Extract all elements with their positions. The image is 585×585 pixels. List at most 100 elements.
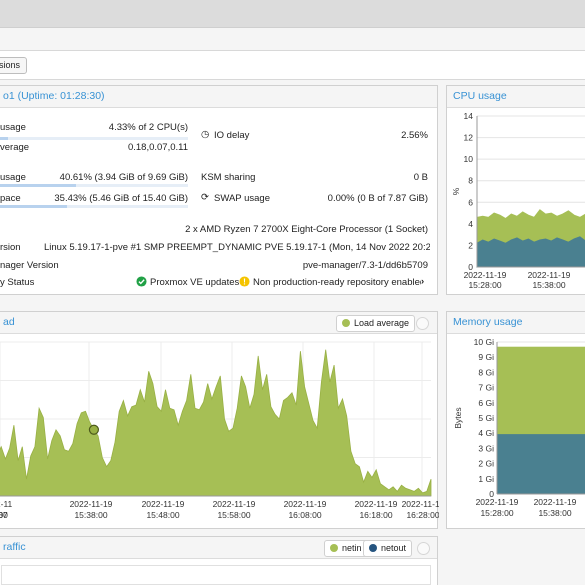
memory-y-tick-label: 7 Gi xyxy=(478,383,494,393)
load-average-legend-label: Load average xyxy=(354,318,410,328)
server-load-title: ad xyxy=(0,312,437,334)
network-traffic-panel: raffic netin netout xyxy=(0,536,438,585)
swap-usage-label: SWAP usage xyxy=(214,193,270,204)
memory-y-tick-label: 4 Gi xyxy=(478,428,494,438)
load-x-tick-time: 16:18:00 xyxy=(359,510,392,520)
server-load-panel: ad Load average :002022-11-1915:38:00202… xyxy=(0,311,439,529)
cpu-x-tick-time: 15:38:00 xyxy=(532,280,565,290)
cpu-x-tick-date: 2022-11-19 xyxy=(528,270,571,280)
netin-legend[interactable]: netin xyxy=(324,540,368,557)
cpu-y-tick-label: 6 xyxy=(468,197,473,207)
updates-status-text: Proxmox VE updates xyxy=(150,277,240,288)
load-average-label: verage xyxy=(0,142,30,153)
memory-y-tick-label: 0 xyxy=(489,489,494,499)
memory-x-tick-date: 2022-11-19 xyxy=(534,497,577,507)
hd-space-label: pace xyxy=(0,193,21,204)
toolbar: sions xyxy=(0,50,585,80)
load-x-tick-date: 2022-11-19 xyxy=(284,499,327,509)
network-traffic-chart xyxy=(1,565,431,585)
check-circle-icon xyxy=(136,276,147,290)
ram-usage-label: usage xyxy=(0,172,26,183)
cpu-usage-label: usage xyxy=(0,122,26,133)
load-average-value: 0.18,0.07,0.11 xyxy=(127,142,188,153)
netin-legend-label: netin xyxy=(342,543,362,553)
memory-y-tick-label: 10 Gi xyxy=(474,337,494,347)
memory-y-axis-label: Bytes xyxy=(453,407,463,428)
load-x-tick-date: 2022-11-19 xyxy=(402,499,439,509)
cpu-x-tick-date: 2022-11-19 xyxy=(464,270,507,280)
chevron-right-icon[interactable]: › xyxy=(421,276,425,287)
undo-zoom-icon[interactable] xyxy=(416,317,429,330)
memory-y-tick-label: 5 Gi xyxy=(478,413,494,423)
ram-usage-bar xyxy=(0,184,188,187)
cpu-y-axis-label: % xyxy=(451,187,461,195)
memory-x-tick-time: 15:38:00 xyxy=(538,508,571,518)
manager-version-label: nager Version xyxy=(0,260,59,271)
load-x-tick-date: 2022-11 xyxy=(0,499,13,509)
load-x-tick-time: 15:38:00 xyxy=(74,510,107,520)
memory-y-tick-label: 1 Gi xyxy=(478,474,494,484)
legend-dot-icon xyxy=(369,544,377,552)
cpu-usage-value: 4.33% of 2 CPU(s) xyxy=(108,122,188,133)
memory-usage-panel: Memory usage 0 1 Gi 2 Gi 3 Gi 4 Gi 5 Gi 6 Gi 7 … xyxy=(446,311,585,529)
memory-x-tick-time: 15:28:00 xyxy=(480,508,513,518)
cpu-y-tick-label: 14 xyxy=(464,111,474,121)
swap-usage-value: 0.00% (0 B of 7.87 GiB) xyxy=(327,193,428,204)
server-load-chart: :002022-11-1915:38:002022-11-1915:48:002… xyxy=(0,341,439,520)
svg-text:!: ! xyxy=(243,278,246,287)
cpu-y-tick-label: 4 xyxy=(468,219,473,229)
memory-y-tick-label: 2 Gi xyxy=(478,459,494,469)
load-x-tick-time: 16:28:00 xyxy=(406,510,439,520)
warning-icon: ! xyxy=(239,276,250,290)
io-delay-icon: ◷ xyxy=(201,129,210,140)
kernel-version-label: rsion xyxy=(0,242,21,253)
memory-usage-title: Memory usage xyxy=(447,312,585,334)
load-average-area xyxy=(0,349,432,497)
hd-space-bar xyxy=(0,205,188,208)
repository-status-label: y Status xyxy=(0,277,35,288)
manager-version-value: pve-manager/7.3-1/dd6b5709 xyxy=(302,260,428,271)
cpu-usage-panel: CPU usage 0 2 4 6 8 10 12 14% 2022-11-19 15:28:00… xyxy=(446,85,585,295)
sessions-button[interactable]: sions xyxy=(0,57,28,74)
cpu-x-tick-time: 15:28:00 xyxy=(468,280,501,290)
cpu-y-tick-label: 12 xyxy=(464,133,474,143)
legend-dot-icon xyxy=(342,319,350,327)
cpu-y-tick-label: 0 xyxy=(468,262,473,272)
load-x-tick-time: 16:37 xyxy=(0,510,8,520)
io-delay-value: 2.56% xyxy=(401,130,428,141)
netout-legend[interactable]: netout xyxy=(363,540,413,557)
memory-series-area-1 xyxy=(497,434,585,494)
memory-y-tick-label: 9 Gi xyxy=(478,352,494,362)
cpu-usage-bar xyxy=(0,137,188,140)
cpu-series-area-1 xyxy=(476,236,585,268)
swap-icon: ⟳ xyxy=(201,192,209,203)
status-panel-title: o1 (Uptime: 01:28:30) xyxy=(0,86,437,108)
cpu-model-value: 2 x AMD Ryzen 7 2700X Eight-Core Process… xyxy=(185,224,428,235)
ram-usage-value: 40.61% (3.94 GiB of 9.69 GiB) xyxy=(59,172,188,183)
ksm-sharing-label: KSM sharing xyxy=(201,172,256,183)
undo-zoom-icon[interactable] xyxy=(417,542,430,555)
memory-x-tick-date: 2022-11-19 xyxy=(476,497,519,507)
load-x-tick-date: 2022-11-19 xyxy=(142,499,185,509)
load-x-tick-date: 2022-11-19 xyxy=(213,499,256,509)
load-x-tick-time: 15:58:00 xyxy=(217,510,250,520)
load-x-tick-time: 16:08:00 xyxy=(288,510,321,520)
top-bar xyxy=(0,0,585,28)
load-x-tick-date: 2022-11-19 xyxy=(355,499,398,509)
load-x-tick-time: :00 xyxy=(0,510,8,520)
memory-y-tick-label: 8 Gi xyxy=(478,367,494,377)
cpu-y-tick-label: 10 xyxy=(464,154,474,164)
cpu-usage-title: CPU usage xyxy=(447,86,585,108)
cpu-y-tick-label: 8 xyxy=(468,176,473,186)
load-x-tick-date: 2022-11-19 xyxy=(70,499,113,509)
memory-y-tick-label: 3 Gi xyxy=(478,443,494,453)
load-average-legend[interactable]: Load average xyxy=(336,315,416,332)
ksm-sharing-value: 0 B xyxy=(413,172,428,183)
load-highlight-point xyxy=(88,424,100,435)
cpu-usage-chart: 02468101214%2022-11-1915:28:002022-11-19… xyxy=(451,111,585,290)
io-delay-label: IO delay xyxy=(214,130,250,141)
repository-warning-text[interactable]: Non production-ready repository enabled! xyxy=(253,277,421,288)
memory-usage-chart: 0 1 Gi 2 Gi 3 Gi 4 Gi 5 Gi 6 Gi 7 Gi 8 Gi 9 Gi 10 … xyxy=(453,337,585,518)
load-x-tick-time: 15:48:00 xyxy=(146,510,179,520)
status-panel: o1 (Uptime: 01:28:30) xyxy=(0,85,438,295)
